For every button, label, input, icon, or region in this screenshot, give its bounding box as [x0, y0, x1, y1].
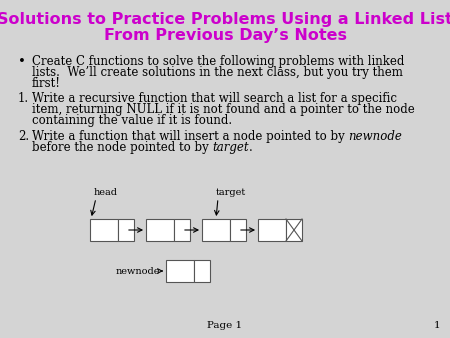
Text: .: .	[249, 141, 253, 154]
Bar	[194, 260, 210, 282]
Text: Solutions to Practice Problems Using a Linked List: Solutions to Practice Problems Using a L…	[0, 12, 450, 27]
Bar	[230, 219, 246, 241]
Text: •: •	[18, 55, 26, 68]
Bar	[166, 260, 194, 282]
Text: newnode: newnode	[116, 266, 160, 275]
Text: item, returning NULL if it is not found and a pointer to the node: item, returning NULL if it is not found …	[32, 103, 415, 116]
Bar	[286, 219, 302, 241]
Text: Write a function that will insert a node pointed to by: Write a function that will insert a node…	[32, 130, 348, 143]
Text: target: target	[216, 188, 246, 197]
Text: 2.: 2.	[18, 130, 29, 143]
Bar	[202, 219, 230, 241]
Text: newnode: newnode	[348, 130, 402, 143]
Bar	[118, 219, 134, 241]
Text: head: head	[94, 188, 118, 197]
Bar	[90, 219, 118, 241]
Text: lists.  We’ll create solutions in the next class, but you try them: lists. We’ll create solutions in the nex…	[32, 66, 403, 79]
Bar	[146, 219, 174, 241]
Bar	[258, 219, 286, 241]
Text: Page 1: Page 1	[207, 321, 243, 330]
Text: first!: first!	[32, 77, 61, 90]
Text: before the node pointed to by: before the node pointed to by	[32, 141, 212, 154]
Text: 1.: 1.	[18, 92, 29, 105]
Text: Write a recursive function that will search a list for a specific: Write a recursive function that will sea…	[32, 92, 397, 105]
Text: containing the value if it is found.: containing the value if it is found.	[32, 114, 232, 127]
Bar	[174, 219, 190, 241]
Text: From Previous Day’s Notes: From Previous Day’s Notes	[104, 28, 346, 43]
Text: target: target	[212, 141, 249, 154]
Text: 1: 1	[433, 321, 440, 330]
Text: Create C functions to solve the following problems with linked: Create C functions to solve the followin…	[32, 55, 405, 68]
